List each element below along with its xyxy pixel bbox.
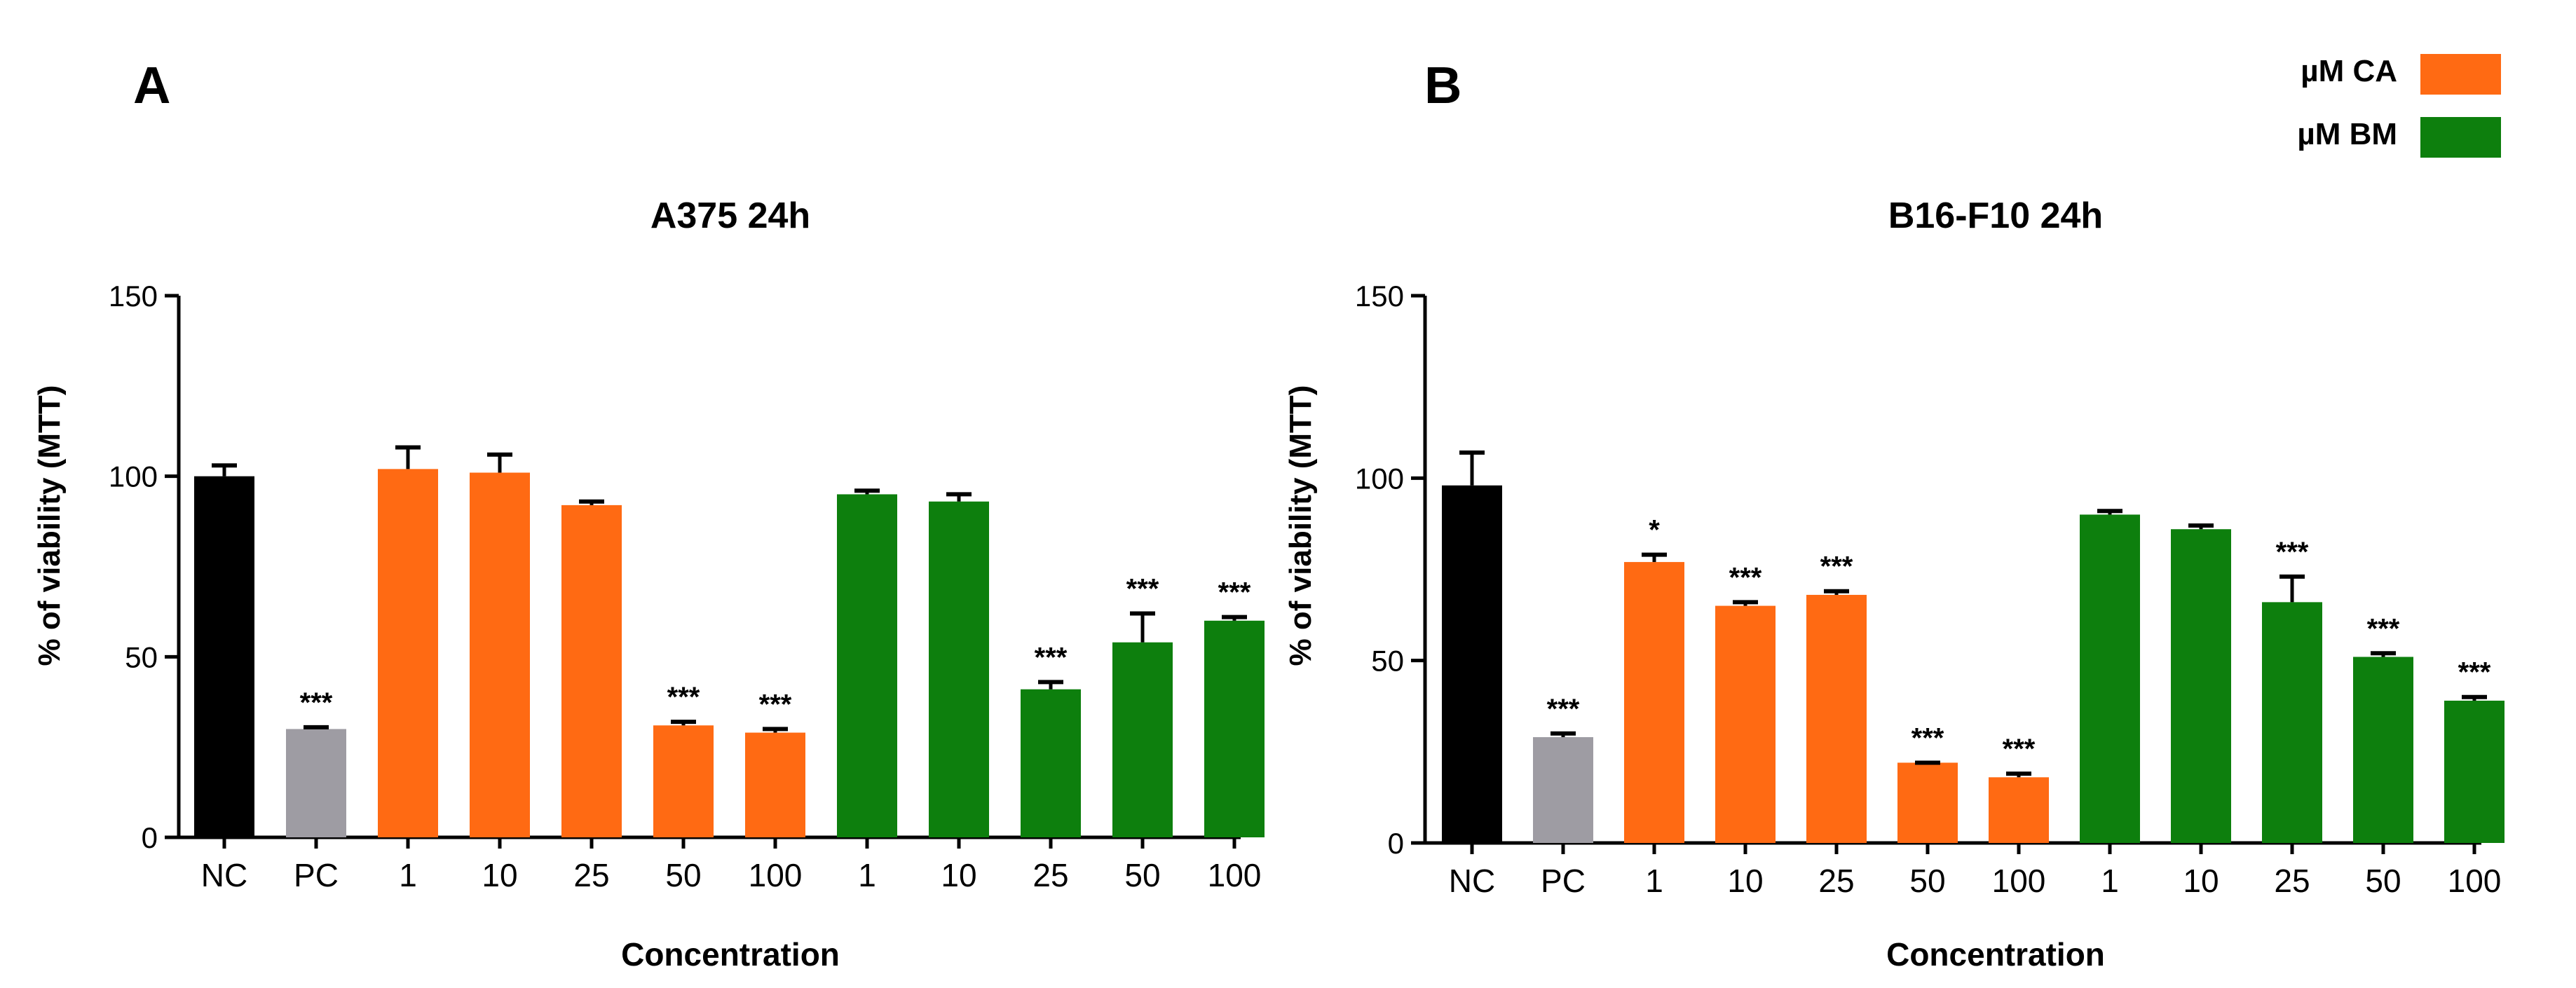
x-tick-label: 25 <box>573 857 609 893</box>
x-tick-label: NC <box>1449 863 1495 899</box>
x-tick-label: 50 <box>2365 863 2401 899</box>
plot-area-a: 0 50 100 150 NC PC *** 1 10 25 50 *** 100 *** 1 10 25 ***… <box>109 280 1265 893</box>
bar <box>1204 620 1265 837</box>
bar <box>1715 605 1776 843</box>
panel-b: B B16-F10 24h % of viability (MTT) Conce… <box>1283 56 2505 973</box>
x-tick-label: 100 <box>1208 857 1262 893</box>
significance-label: *** <box>2276 537 2309 568</box>
chart-title-a: A375 24h <box>650 195 810 236</box>
x-tick-label: 10 <box>482 857 517 893</box>
x-tick-label: 50 <box>665 857 701 893</box>
y-tick-label: 100 <box>109 460 158 493</box>
x-tick-label: PC <box>294 857 339 893</box>
x-tick-label: 100 <box>749 857 803 893</box>
x-tick-label: 1 <box>1645 863 1663 899</box>
x-tick-label: 10 <box>1727 863 1763 899</box>
significance-label: *** <box>2458 657 2491 688</box>
y-tick-label: 150 <box>1355 280 1404 313</box>
legend: µM CA µM BM <box>2297 54 2501 158</box>
legend-label-ca: µM CA <box>2301 54 2397 88</box>
bar <box>286 729 346 837</box>
bar <box>653 725 714 837</box>
y-tick-label: 150 <box>109 280 158 313</box>
significance-label: *** <box>1547 694 1580 725</box>
bar <box>2080 514 2140 843</box>
bar <box>1624 562 1684 843</box>
x-tick-label: 1 <box>399 857 417 893</box>
y-axis-label-a: % of viability (MTT) <box>32 385 67 666</box>
significance-label: *** <box>2003 734 2036 764</box>
x-tick-label: 100 <box>1992 863 2046 899</box>
bar <box>1021 689 1081 837</box>
significance-label: *** <box>1218 577 1251 608</box>
x-tick-label: 10 <box>941 857 976 893</box>
significance-label: *** <box>2367 613 2400 644</box>
y-axis-label-b: % of viability (MTT) <box>1283 385 1318 666</box>
bar <box>1112 642 1173 837</box>
y-tick-label: 0 <box>1388 827 1404 860</box>
y-tick-label: 100 <box>1355 462 1404 495</box>
bar <box>2353 657 2413 843</box>
bar <box>1442 485 1502 843</box>
x-tick-label: NC <box>201 857 247 893</box>
bar <box>2262 602 2322 843</box>
y-tick-label: 50 <box>125 640 158 673</box>
panel-letter-b: B <box>1424 56 1461 114</box>
bar <box>470 472 530 837</box>
x-tick-label: 50 <box>1124 857 1160 893</box>
bar <box>194 476 254 837</box>
x-tick-label: 10 <box>2183 863 2219 899</box>
x-tick-label: 25 <box>1033 857 1068 893</box>
x-tick-label: 25 <box>1818 863 1854 899</box>
x-axis-label-b: Concentration <box>1886 936 2105 973</box>
significance-label: *** <box>667 682 700 713</box>
panel-letter-a: A <box>133 56 170 114</box>
x-tick-label: PC <box>1541 863 1586 899</box>
bar <box>2444 700 2505 843</box>
bar <box>837 494 897 837</box>
significance-label: *** <box>759 689 792 720</box>
bar <box>745 732 805 837</box>
significance-label: *** <box>300 687 333 718</box>
significance-label: *** <box>1126 573 1159 604</box>
legend-swatch-ca <box>2420 54 2501 95</box>
x-tick-label: 1 <box>2101 863 2119 899</box>
legend-swatch-bm <box>2420 117 2501 158</box>
bar <box>1989 777 2049 843</box>
bar <box>378 469 438 837</box>
bar <box>1533 737 1593 843</box>
bar <box>1806 594 1867 843</box>
y-tick-label: 50 <box>1371 645 1404 678</box>
legend-label-bm: µM BM <box>2297 117 2397 151</box>
significance-label: *** <box>1820 551 1853 582</box>
significance-label: *** <box>1035 642 1068 673</box>
significance-label: * <box>1649 515 1660 546</box>
x-tick-label: 1 <box>858 857 876 893</box>
x-tick-label: 25 <box>2274 863 2310 899</box>
significance-label: *** <box>1729 562 1762 593</box>
x-tick-label: 50 <box>1909 863 1945 899</box>
panel-a: A A375 24h % of viability (MTT) Concentr… <box>32 56 1265 973</box>
x-tick-label: 100 <box>2448 863 2502 899</box>
chart-title-b: B16-F10 24h <box>1888 195 2103 236</box>
y-tick-label: 0 <box>142 821 158 854</box>
bar <box>929 501 989 837</box>
x-axis-label-a: Concentration <box>621 936 840 973</box>
bar <box>561 505 622 837</box>
bar <box>1897 762 1958 843</box>
significance-label: *** <box>1911 722 1944 753</box>
bar <box>2171 529 2231 843</box>
